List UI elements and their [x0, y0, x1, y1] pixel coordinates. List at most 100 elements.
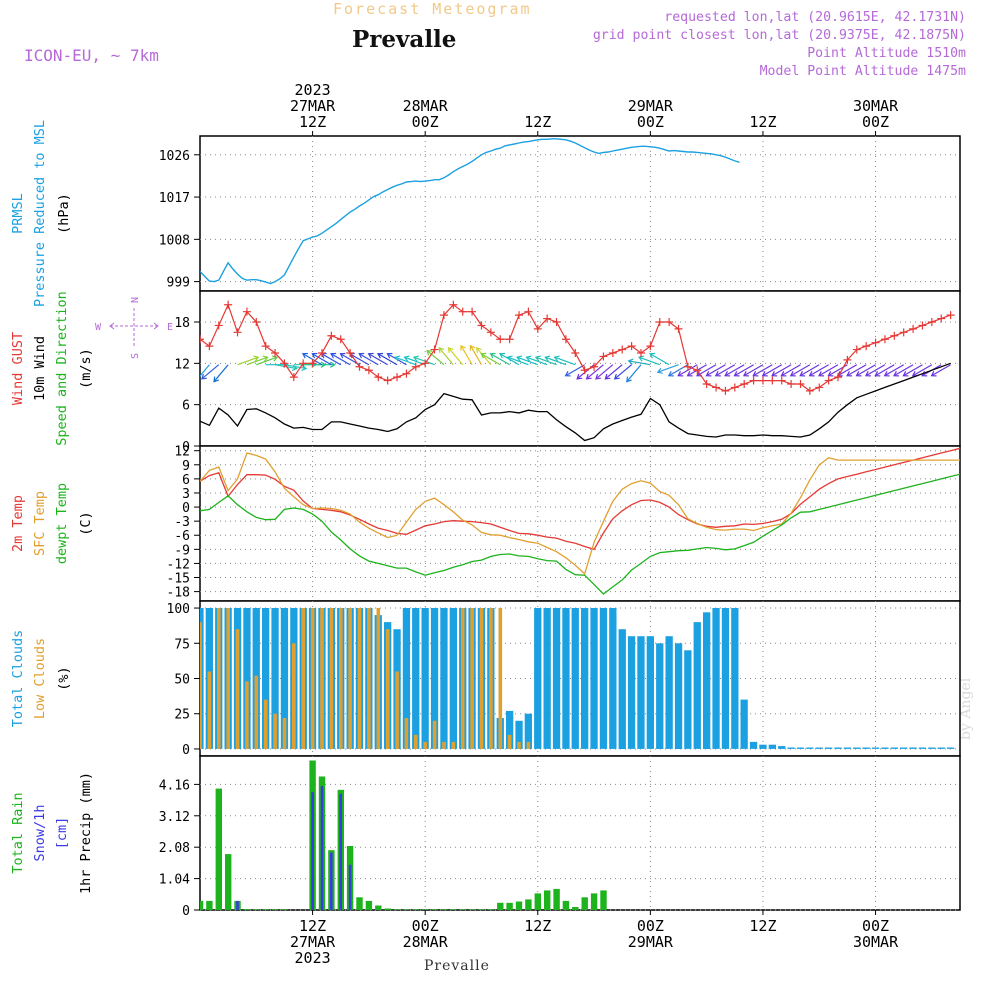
chart-subtitle: Forecast Meteogram [333, 0, 532, 18]
wind-arrow-head [893, 371, 900, 377]
total-cloud-bar [665, 636, 673, 749]
low-cloud-bar [273, 713, 277, 749]
low-cloud-bar [489, 608, 493, 749]
wind-arrow-head [789, 371, 796, 377]
rain-bar [562, 900, 570, 910]
wind-arrow [818, 364, 839, 377]
wind-arrow [480, 353, 501, 366]
ytick-label-temperature: 3 [182, 487, 190, 502]
gust-marker [486, 328, 495, 337]
gust-marker [590, 362, 599, 371]
gust-marker [871, 338, 880, 347]
gust-marker [927, 318, 936, 326]
rain-bar [281, 909, 288, 910]
wind-arrow [516, 356, 538, 366]
wind-arrow-head [330, 352, 337, 359]
wind-arrow [706, 364, 726, 377]
wind-arrow [734, 364, 754, 377]
total-cloud-bar [627, 636, 636, 749]
wind-arrow-head [799, 371, 806, 377]
time-label-bottom: 30MAR [853, 933, 899, 951]
wind-arrow-head [330, 361, 336, 368]
gust-marker [937, 314, 946, 323]
low-cloud-bar [235, 629, 240, 749]
time-label-bottom: 00Z [637, 917, 664, 935]
low-cloud-bar [310, 608, 315, 749]
gust-marker [768, 376, 777, 385]
total-cloud-bar [674, 643, 683, 749]
wind-arrow-head [846, 371, 853, 377]
gust-marker [890, 331, 899, 340]
footer-location: Prevalle [424, 958, 490, 974]
total-cloud-bar [843, 747, 851, 749]
total-cloud-bar [815, 747, 823, 749]
wind-arrow-head [902, 371, 909, 377]
rain-bar [600, 890, 607, 910]
gust-marker [674, 324, 683, 333]
gust-marker [777, 376, 786, 385]
rain-bar [459, 909, 466, 910]
low-cloud-bar [479, 608, 484, 749]
wind-arrow-head [780, 371, 787, 377]
time-label-top: 27MAR [290, 97, 336, 115]
rain-bar [262, 909, 269, 910]
wind-arrow-head [883, 371, 890, 377]
gust-marker [899, 328, 908, 337]
ytick-label-temperature: 0 [182, 501, 190, 516]
wind-arrow-head [677, 371, 684, 377]
temp-line-2m-temp [200, 447, 960, 551]
gust-marker [468, 307, 477, 316]
rain-bar [403, 909, 410, 910]
total-cloud-bar [796, 747, 805, 749]
gust-marker [852, 345, 861, 354]
rain-bar [412, 909, 419, 910]
wind-arrow [724, 364, 745, 377]
total-cloud-bar [759, 744, 767, 749]
wind-arrow [771, 364, 792, 377]
gust-marker [214, 321, 223, 330]
wind-arrow-head [649, 352, 656, 359]
total-cloud-bar [731, 608, 739, 749]
ytick-label-wind: 12 [174, 357, 190, 372]
gust-marker [533, 324, 542, 333]
gust-marker [393, 373, 402, 382]
series-label-pressure: Pressure Reduced to MSL [32, 120, 48, 307]
ytick-label-wind: 0 [182, 440, 190, 455]
ytick-label-precip: 3.12 [159, 810, 190, 825]
gust-marker [824, 376, 833, 385]
wind-arrow [837, 364, 858, 377]
wind-arrow [545, 356, 567, 366]
ytick-label-wind: 6 [182, 399, 190, 414]
time-label-bottom: 28MAR [403, 933, 449, 951]
gust-marker [439, 311, 448, 320]
snow-bar [348, 864, 352, 910]
gust-marker [317, 349, 326, 357]
wind-arrow-head [742, 371, 749, 377]
compass-n: N [130, 297, 141, 303]
total-cloud-bar [440, 608, 448, 749]
ytick-label-temperature: 6 [182, 473, 190, 488]
wind-arrow [762, 364, 783, 377]
low-cloud-bar [470, 608, 474, 749]
wind-arrow [312, 353, 332, 366]
gust-marker [449, 300, 458, 309]
total-cloud-bar [890, 747, 898, 749]
gust-marker [308, 359, 317, 368]
total-cloud-bar [871, 747, 880, 749]
rain-bar [487, 909, 495, 910]
wind-arrow [358, 353, 379, 366]
total-cloud-bar [918, 747, 927, 749]
wind-arrow [638, 356, 660, 366]
wind-arrow-head [516, 355, 523, 362]
gust-marker [918, 321, 927, 330]
time-label-top: 29MAR [628, 97, 674, 115]
time-label-bottom: 27MAR [290, 933, 336, 951]
low-cloud-bar [217, 608, 221, 749]
gust-marker [749, 376, 758, 385]
rain-bar [515, 901, 523, 910]
rain-bar [525, 899, 532, 910]
low-cloud-bar [301, 608, 305, 749]
ytick-label-clouds: 50 [174, 673, 190, 688]
wind-arrow [256, 356, 278, 366]
rain-bar [534, 893, 541, 910]
